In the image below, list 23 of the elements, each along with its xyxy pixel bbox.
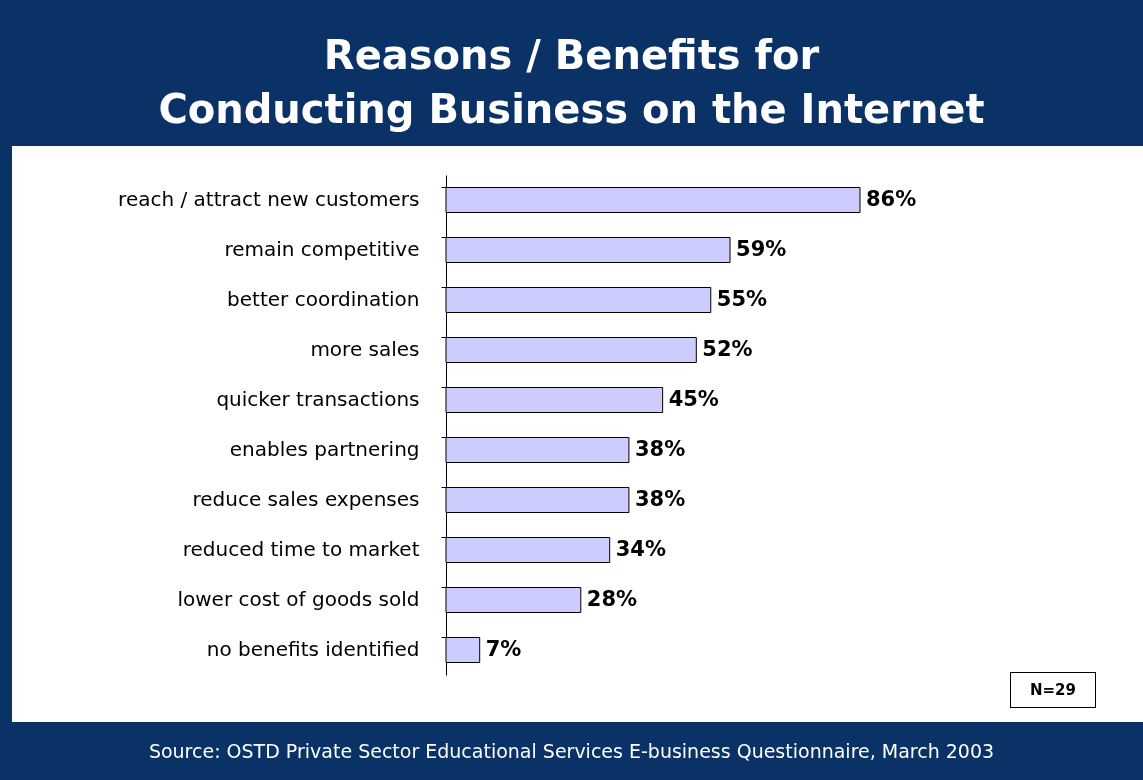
data-label: 28% (586, 587, 638, 611)
data-label: 34% (615, 537, 666, 561)
y-tick-label: remain competitive (224, 237, 420, 261)
y-tick-label: reduce sales expenses (192, 487, 420, 511)
text: N=29 (1010, 672, 1096, 708)
data-label: 45% (668, 387, 719, 411)
y-tick-label: enables partnering (229, 437, 420, 461)
data-label: 38% (634, 487, 686, 511)
y-tick-label: more sales (310, 337, 420, 361)
y-tick-label: lower cost of goods sold (177, 587, 420, 611)
y-tick-label: no benefits identified (206, 637, 420, 661)
data-label: 7% (485, 637, 522, 661)
y-tick-label: reach / attract new customers (118, 187, 420, 211)
data-label: 52% (702, 337, 753, 361)
data-label: 86% (866, 187, 917, 211)
y-tick-label: reduced time to market (182, 537, 420, 561)
y-tick-label: quicker transactions (216, 387, 420, 411)
data-label: 38% (634, 437, 686, 461)
data-label: 59% (736, 237, 787, 261)
data-label: 55% (716, 287, 768, 311)
y-tick-label: better coordination (227, 287, 420, 311)
chart-title: Reasons / Benefits for Conducting Business on the Internet (157, 31, 986, 134)
source-note: Source: OSTD Private Sector Educational Services E-business Questionnaire, March 2003 (147, 740, 996, 762)
